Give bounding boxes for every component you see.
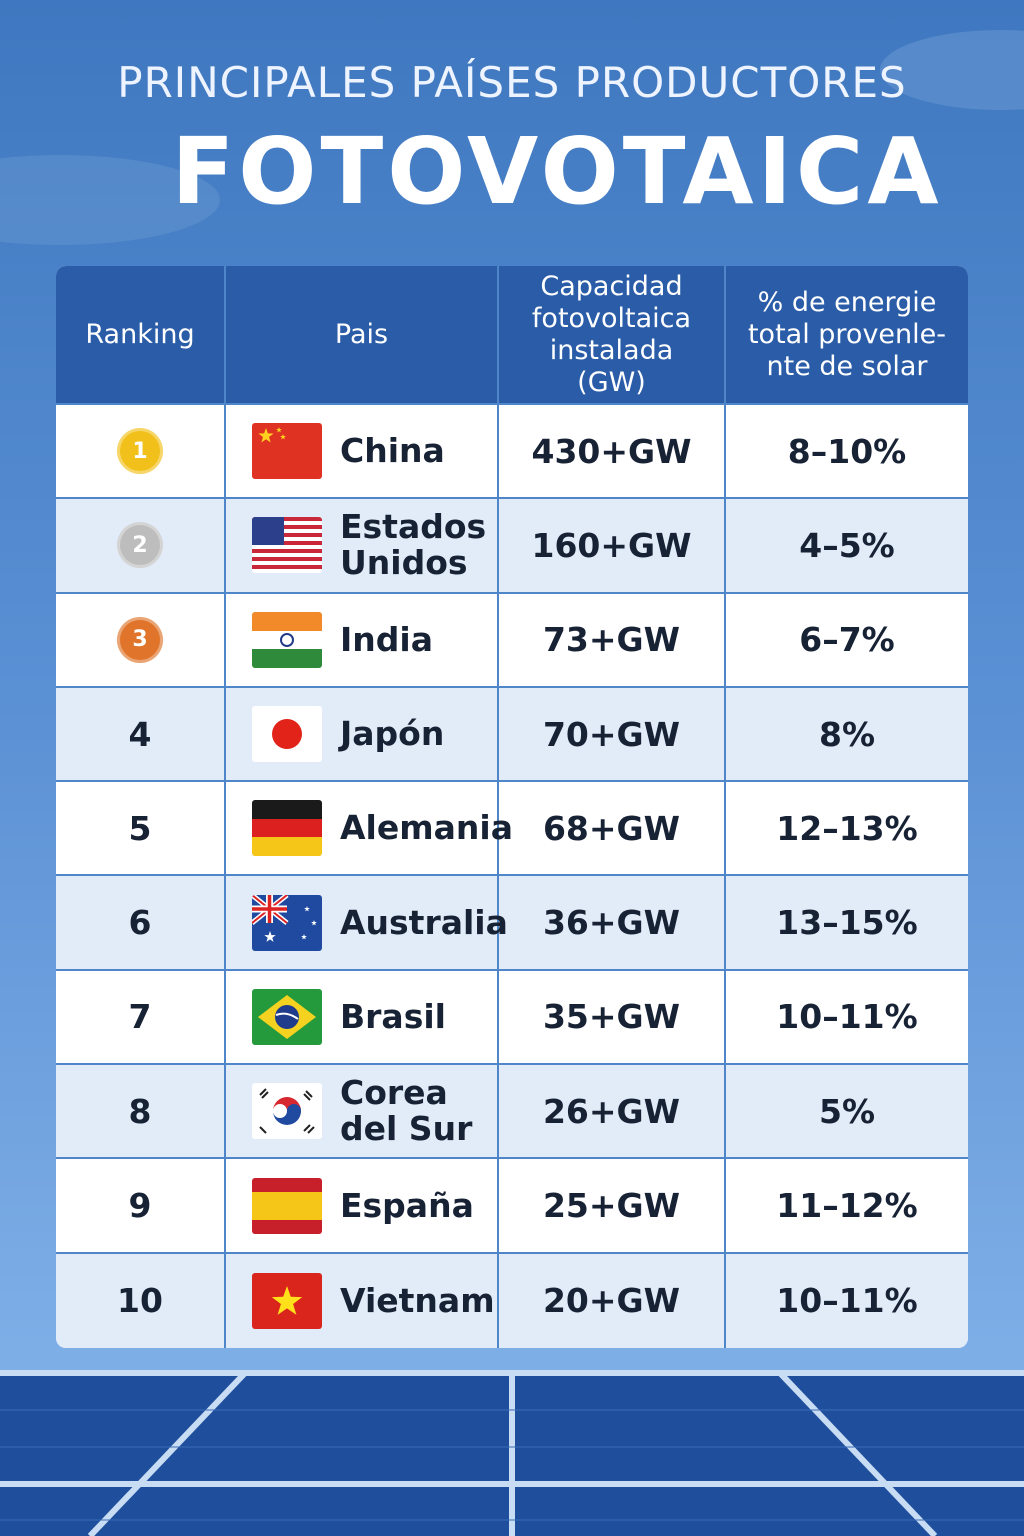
- solar-share: 10–11%: [776, 997, 918, 1037]
- capacity: 160+GW: [499, 499, 726, 592]
- medal: 2: [117, 522, 163, 569]
- rank-cell: 10: [56, 1253, 226, 1348]
- table-row: 4 Japón 70+GW 8%: [56, 687, 968, 783]
- title: PRINCIPALES PAÍSES PRODUCTORES: [117, 58, 907, 107]
- flag: [252, 1177, 322, 1234]
- solar-share: 13–15%: [776, 903, 918, 943]
- solar-share: 6–7%: [799, 620, 895, 660]
- country-name: Estados Unidos: [340, 507, 487, 583]
- country-cell: Estados Unidos: [226, 499, 499, 592]
- rank-cell: 7: [56, 970, 226, 1064]
- table: Ranking Pais Capacidad fotovoltaica instal…: [56, 266, 968, 1348]
- country-name: China: [340, 431, 445, 471]
- capacity: 26+GW: [499, 1065, 726, 1158]
- capacity: 73+GW: [499, 593, 726, 686]
- country-cell: España: [226, 1159, 499, 1252]
- country-cell: Australia: [226, 876, 508, 969]
- table-row: 2 Estados Unidos 160+GW 4–5%: [56, 499, 968, 594]
- rank-cell: 6: [56, 876, 226, 969]
- country-cell: Japón: [226, 687, 499, 781]
- table-header: Ranking Pais Capacidad fotovoltaica instal…: [56, 266, 968, 405]
- medal: 1: [117, 428, 163, 475]
- capacity: 25+GW: [499, 1159, 726, 1252]
- capacity: 35+GW: [499, 970, 726, 1064]
- medal: 3: [117, 616, 163, 663]
- country-name: Corea del Sur: [340, 1073, 473, 1149]
- country-name: India: [340, 619, 433, 659]
- table-row: 6 Australia 36+GW 13–15%: [56, 876, 968, 971]
- table-row: 7 Brasil 35+GW 10–11%: [56, 970, 968, 1066]
- country-name: Alemania: [340, 808, 513, 848]
- solar-share: 8–10%: [787, 431, 907, 471]
- rank-cell: 5: [56, 782, 226, 875]
- capacity: 68+GW: [499, 782, 726, 875]
- flag: [252, 800, 322, 857]
- country-cell: Corea del Sur: [226, 1065, 499, 1158]
- capacity: 70+GW: [499, 687, 726, 781]
- column-header: Pais: [226, 266, 499, 403]
- rank-cell: 3: [56, 593, 226, 686]
- rank-cell: 8: [56, 1065, 226, 1158]
- capacity: 20+GW: [499, 1253, 726, 1348]
- flag: [252, 988, 322, 1045]
- solar-share: 5%: [818, 1091, 876, 1131]
- capacity: 430+GW: [499, 405, 726, 498]
- solar-share: 10–11%: [776, 1281, 918, 1321]
- country-cell: Brasil: [226, 970, 499, 1064]
- capacity: 36+GW: [499, 876, 726, 969]
- country-cell: Vietnam: [226, 1253, 499, 1348]
- table-row: 9 España 25+GW 11–12%: [56, 1159, 968, 1254]
- country-cell: China: [226, 405, 499, 498]
- rank-cell: 4: [56, 687, 226, 781]
- country-name: Brasil: [340, 996, 446, 1036]
- flag: [252, 423, 322, 480]
- column-header: % de energie total provenle- nte de sola…: [747, 286, 947, 382]
- rank-cell: 2: [56, 499, 226, 592]
- table-row: 5 Alemania 68+GW 12–13%: [56, 782, 968, 877]
- flag: [252, 1083, 322, 1140]
- subtitle: FOTOVOTAICA: [171, 118, 943, 225]
- flag: [252, 1272, 322, 1329]
- rank-cell: 9: [56, 1159, 226, 1252]
- flag: [252, 517, 322, 574]
- table-row: 1 China 430+GW 8–10%: [56, 405, 968, 500]
- flag: [252, 611, 322, 668]
- table-row: 3 India 73+GW 6–7%: [56, 593, 968, 688]
- solar-share: 11–12%: [776, 1186, 918, 1226]
- flag: [252, 706, 322, 763]
- country-name: Japón: [340, 714, 445, 754]
- column-header: Capacidad fotovoltaica instalada (GW): [499, 266, 726, 403]
- table-row: 10 Vietnam 20+GW 10–11%: [56, 1253, 968, 1348]
- solar-share: 4–5%: [799, 525, 895, 565]
- column-header: Ranking: [56, 266, 226, 403]
- country-name: Australia: [340, 902, 508, 942]
- country-cell: India: [226, 593, 499, 686]
- table-row: 8 Corea del Sur 26+GW 5%: [56, 1065, 968, 1160]
- rank-cell: 1: [56, 405, 226, 498]
- solar-share: 12–13%: [776, 808, 918, 848]
- solar-share: 8%: [818, 714, 876, 754]
- country-name: Vietnam: [340, 1280, 495, 1320]
- flag: [252, 894, 322, 951]
- country-name: España: [340, 1185, 474, 1225]
- country-cell: Alemania: [226, 782, 513, 875]
